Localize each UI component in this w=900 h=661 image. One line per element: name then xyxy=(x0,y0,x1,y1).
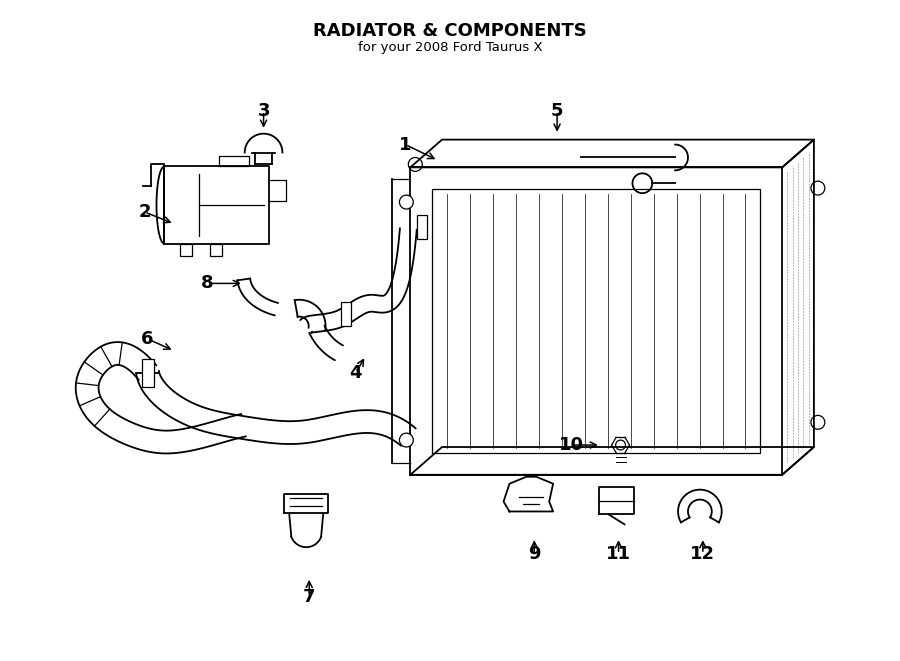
Text: 5: 5 xyxy=(551,102,563,120)
Text: 8: 8 xyxy=(201,274,213,292)
Circle shape xyxy=(811,415,824,429)
Text: 3: 3 xyxy=(257,102,270,120)
Text: 1: 1 xyxy=(399,136,411,153)
Bar xyxy=(141,359,154,387)
Text: 11: 11 xyxy=(606,545,631,563)
Text: 4: 4 xyxy=(349,364,362,381)
Text: for your 2008 Ford Taurus X: for your 2008 Ford Taurus X xyxy=(357,42,543,54)
Text: 6: 6 xyxy=(141,330,154,348)
Circle shape xyxy=(400,433,413,447)
Text: 7: 7 xyxy=(303,588,315,605)
Text: RADIATOR & COMPONENTS: RADIATOR & COMPONENTS xyxy=(313,22,587,40)
Circle shape xyxy=(633,173,652,193)
Bar xyxy=(341,302,351,326)
Text: 10: 10 xyxy=(559,436,583,454)
Circle shape xyxy=(400,195,413,209)
Circle shape xyxy=(616,440,625,450)
Text: 2: 2 xyxy=(139,203,151,221)
Bar xyxy=(418,215,428,239)
Circle shape xyxy=(811,181,824,195)
Circle shape xyxy=(409,157,422,171)
Text: 12: 12 xyxy=(690,545,716,563)
Text: 9: 9 xyxy=(528,545,541,563)
